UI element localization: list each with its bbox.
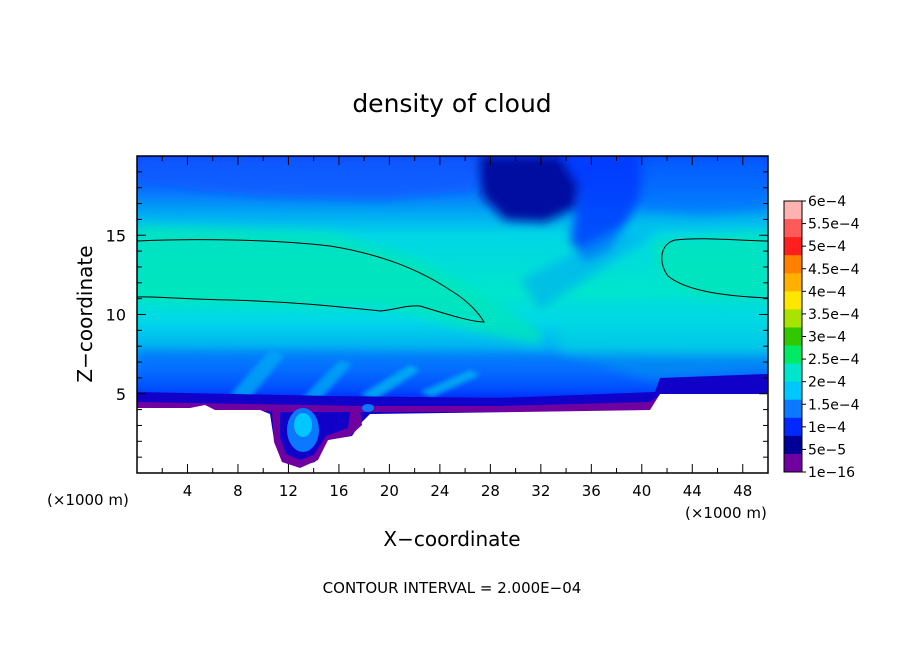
x-tick-label: 4 <box>183 482 193 500</box>
convective-plume <box>272 404 374 468</box>
colorbar-swatch <box>784 273 802 292</box>
colorbar-swatch <box>784 417 802 437</box>
x-tick-label: 44 <box>683 482 702 500</box>
x-tick-label: 8 <box>233 482 243 500</box>
colorbar-label: 5e−4 <box>808 239 846 255</box>
x-tick-label: 32 <box>531 482 550 500</box>
colorbar-swatch <box>784 291 802 310</box>
contour-right <box>661 238 768 299</box>
x-unit-label-left: (×1000 m) <box>47 491 129 509</box>
colorbar-swatch <box>784 219 802 238</box>
y-tick-label: 10 <box>106 306 126 325</box>
colorbar-label: 4e−4 <box>808 284 846 300</box>
x-tick-label: 16 <box>329 482 348 500</box>
colorbar-labels: 6e−4 5.5e−4 5e−4 4.5e−4 4e−4 3.5e−4 3e−4 2.5e−4… <box>808 194 860 481</box>
colorbar-swatch <box>784 255 802 274</box>
colorbar-label: 4.5e−4 <box>808 262 860 278</box>
colorbar-swatch <box>784 399 802 419</box>
colorbar-swatch <box>784 381 802 401</box>
colorbar-swatch <box>784 309 802 328</box>
x-tick-label: 48 <box>733 482 752 500</box>
x-unit-label-right: (×1000 m) <box>685 504 767 522</box>
x-tick-label: 28 <box>481 482 500 500</box>
x-tick-label: 24 <box>430 482 449 500</box>
colorbar-label: 5e−5 <box>808 442 846 458</box>
x-axis-label: X−coordinate <box>383 527 520 551</box>
colorbar-swatch <box>784 363 802 383</box>
colorbar-label: 5.5e−4 <box>808 217 860 233</box>
y-tick-label: 15 <box>106 226 126 245</box>
x-tick-label: 12 <box>279 482 298 500</box>
colorbar-label: 3e−4 <box>808 330 846 346</box>
colorbar-swatch <box>784 435 802 455</box>
x-tick-label: 20 <box>380 482 399 500</box>
colorbar-label: 1e−16 <box>808 465 855 481</box>
y-axis-label: Z−coordinate <box>73 245 97 382</box>
colorbar-label: 2e−4 <box>808 375 846 391</box>
colorbar-swatch <box>784 201 802 220</box>
colorbar-label: 3.5e−4 <box>808 307 860 323</box>
x-tick-label: 36 <box>582 482 601 500</box>
colorbar-swatch <box>784 237 802 256</box>
contour-interval-note: CONTOUR INTERVAL = 2.000E−04 <box>323 579 582 597</box>
y-tick-label: 5 <box>116 385 126 404</box>
colorbar-label: 6e−4 <box>808 194 846 210</box>
x-tick-label: 40 <box>632 482 651 500</box>
colorbar-label: 1.5e−4 <box>808 397 860 413</box>
colorbar-label: 1e−4 <box>808 420 846 436</box>
colorbar-swatch <box>784 453 802 473</box>
axis-ticks <box>137 156 768 473</box>
contour-lines <box>137 238 768 323</box>
heatmap-field <box>137 156 768 473</box>
colorbar-swatch <box>784 345 802 365</box>
colorbar-swatch <box>784 327 802 347</box>
colorbar <box>783 200 806 473</box>
chart-title: density of cloud <box>352 89 551 118</box>
contour-left <box>137 239 485 323</box>
colorbar-label: 2.5e−4 <box>808 352 860 368</box>
